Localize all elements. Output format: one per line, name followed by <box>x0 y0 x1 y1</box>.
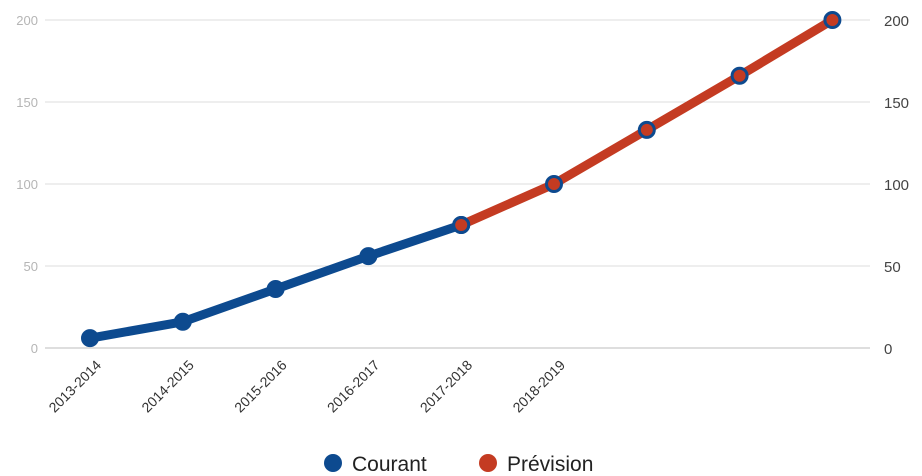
x-tick-label: 2017-2018 <box>417 357 476 416</box>
data-point <box>637 120 656 139</box>
left-tick-label: 150 <box>16 95 38 110</box>
data-point <box>452 216 471 234</box>
x-axis-ticks: 2013-2014 2014-2015 2015-2016 2016-2017 2017… <box>45 357 568 416</box>
right-tick-label: 150 <box>884 95 909 112</box>
legend-marker-courant <box>324 454 342 472</box>
left-axis-ticks: 0 50 100 150 200 <box>16 13 38 356</box>
x-tick-label: 2018-2019 <box>509 357 568 416</box>
right-tick-label: 50 <box>884 259 901 276</box>
x-tick-label: 2016-2017 <box>324 357 383 416</box>
left-tick-label: 50 <box>24 259 38 274</box>
right-axis-ticks: 0 50 100 150 200 <box>884 13 909 358</box>
left-tick-label: 100 <box>16 177 38 192</box>
data-point <box>823 11 842 29</box>
gridlines <box>45 19 870 349</box>
data-point <box>266 279 285 298</box>
data-point <box>81 329 99 348</box>
left-tick-label: 0 <box>31 341 38 356</box>
legend-marker-prevision <box>479 454 497 472</box>
data-point <box>545 175 563 193</box>
left-tick-label: 200 <box>16 13 38 28</box>
right-tick-label: 100 <box>884 177 909 194</box>
right-tick-label: 0 <box>884 341 892 358</box>
x-tick-label: 2015-2016 <box>231 357 290 416</box>
legend: Courant Prévision <box>324 453 593 476</box>
x-tick-label: 2013-2014 <box>45 357 104 416</box>
right-tick-label: 200 <box>884 13 909 30</box>
series-points <box>81 11 842 348</box>
series-lines <box>85 15 837 343</box>
data-point <box>359 247 378 266</box>
legend-label-prevision: Prévision <box>507 453 593 476</box>
data-point <box>730 66 749 85</box>
x-tick-label: 2014-2015 <box>138 357 197 416</box>
legend-label-courant: Courant <box>352 453 427 476</box>
data-point <box>173 312 192 331</box>
